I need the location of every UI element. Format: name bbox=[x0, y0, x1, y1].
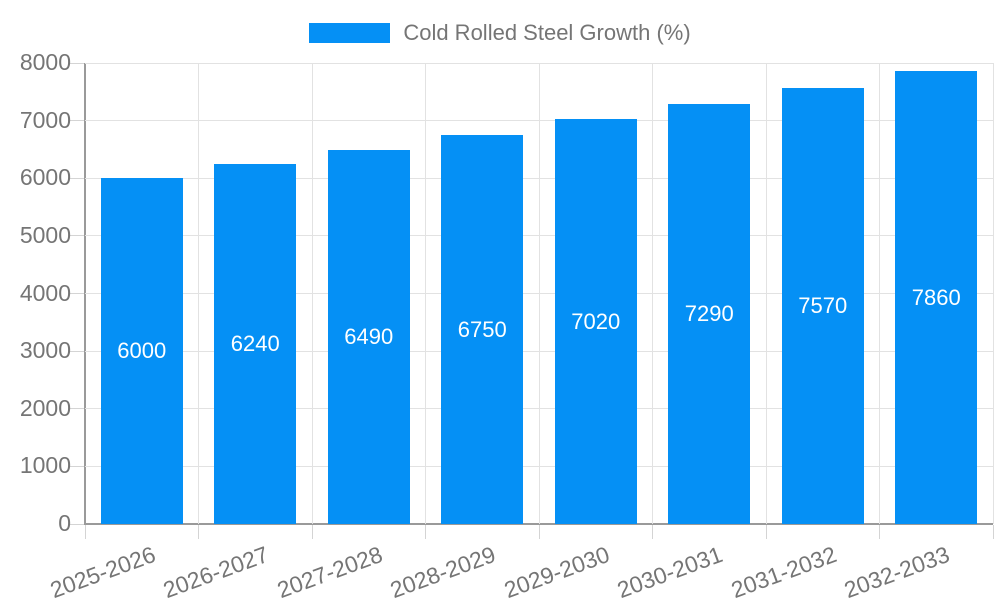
y-axis-tick-label: 8000 bbox=[19, 48, 71, 75]
x-tick-mark bbox=[538, 525, 540, 539]
bar-value-label: 7570 bbox=[798, 292, 848, 318]
bar-value-label: 7290 bbox=[684, 300, 734, 326]
y-axis-tick-label: 3000 bbox=[19, 337, 71, 364]
x-gridline bbox=[425, 63, 426, 524]
x-tick-mark bbox=[311, 525, 313, 539]
y-tick-mark bbox=[70, 523, 84, 525]
x-tick-mark bbox=[879, 525, 880, 539]
y-tick-mark bbox=[70, 293, 84, 294]
x-gridline bbox=[538, 63, 540, 524]
y-tick-mark bbox=[70, 120, 84, 122]
y-axis-tick-label: 7000 bbox=[19, 106, 71, 133]
plot-area: 0 1000 2000 3000 4000 5000 6000 7000 8000 6000 202… bbox=[20, 49, 994, 600]
y-axis-tick-label: 6000 bbox=[19, 164, 71, 191]
legend[interactable]: Cold Rolled Steel Growth (%) bbox=[0, 20, 1000, 46]
y-tick-mark bbox=[70, 465, 84, 467]
y-tick-mark bbox=[70, 177, 84, 179]
x-tick-mark bbox=[425, 525, 426, 539]
bar[interactable] bbox=[554, 119, 637, 524]
bar[interactable] bbox=[214, 164, 297, 524]
bar-value-label: 7020 bbox=[571, 308, 621, 334]
y-axis-tick-label: 5000 bbox=[19, 221, 71, 248]
x-tick-mark bbox=[765, 525, 767, 539]
bar-value-label: 6490 bbox=[344, 324, 394, 349]
x-gridline bbox=[765, 63, 767, 524]
y-axis-tick-label: 4000 bbox=[19, 279, 71, 306]
bar-value-label: 7860 bbox=[911, 284, 961, 310]
x-gridline bbox=[198, 63, 199, 524]
bar[interactable] bbox=[327, 150, 410, 524]
bar[interactable] bbox=[895, 71, 978, 524]
y-axis-tick-label: 1000 bbox=[19, 452, 71, 479]
x-gridline bbox=[992, 63, 994, 524]
bar[interactable] bbox=[441, 135, 524, 524]
x-tick-mark bbox=[992, 525, 994, 539]
bar-value-label: 6000 bbox=[117, 338, 167, 364]
y-tick-mark bbox=[70, 350, 84, 352]
y-tick-mark bbox=[70, 235, 84, 237]
x-gridline bbox=[311, 63, 313, 524]
bar[interactable] bbox=[100, 178, 183, 524]
x-tick-mark bbox=[652, 525, 653, 539]
bar-value-label: 6750 bbox=[457, 316, 507, 342]
x-axis-line bbox=[84, 523, 993, 525]
bar[interactable] bbox=[781, 87, 864, 524]
y-tick-mark bbox=[70, 408, 84, 410]
x-gridline bbox=[879, 63, 880, 524]
x-tick-mark bbox=[84, 525, 86, 539]
bar-value-label: 6240 bbox=[230, 331, 280, 357]
bar[interactable] bbox=[668, 103, 751, 524]
x-gridline bbox=[652, 63, 653, 524]
y-tick-mark bbox=[70, 62, 84, 64]
legend-swatch bbox=[309, 23, 391, 43]
x-tick-mark bbox=[198, 525, 199, 539]
y-axis-tick-label: 2000 bbox=[19, 394, 71, 421]
legend-label: Cold Rolled Steel Growth (%) bbox=[403, 20, 691, 45]
y-axis-tick-label: 0 bbox=[58, 509, 71, 536]
